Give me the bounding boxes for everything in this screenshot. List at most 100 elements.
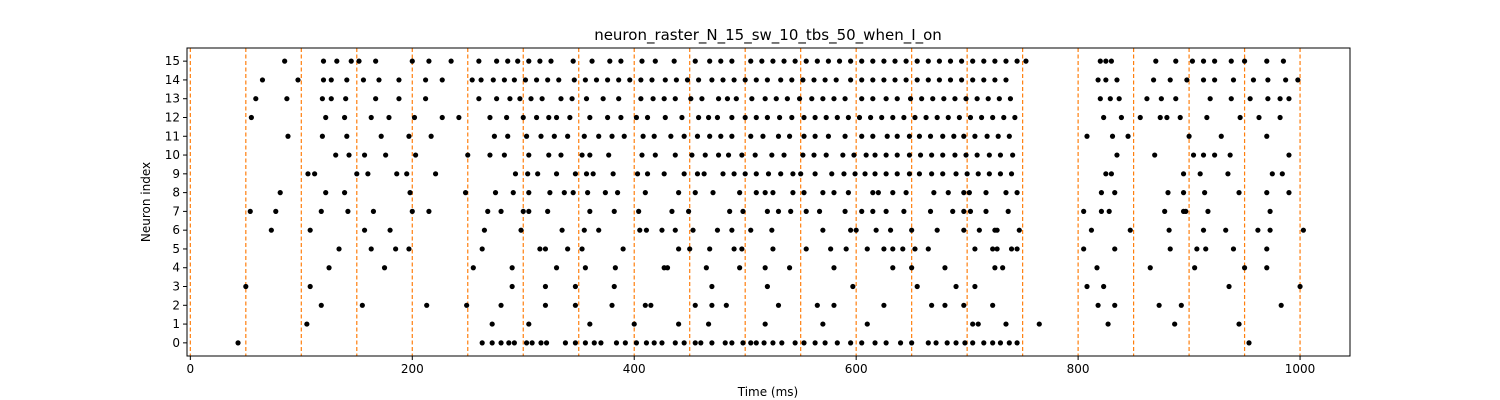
spike-n1-11 [975,321,981,327]
spike-n4-16 [942,265,948,271]
spike-n15-20 [639,58,645,64]
spike-n15-42 [914,58,920,64]
spike-n14-37 [778,77,784,83]
spike-n9-30 [829,171,835,177]
spike-n8-2 [341,190,348,196]
spike-n2-14 [814,302,820,308]
spike-n7-20 [775,208,782,214]
spike-n14-67 [1250,77,1257,83]
spike-n9-42 [964,171,970,177]
spike-n14-28 [673,77,679,83]
spike-n8-13 [614,190,621,196]
spike-n5-30 [1081,246,1087,252]
spike-n1-7 [762,321,768,327]
y-tick-label-2: 2 [172,298,180,312]
spike-n15-27 [748,58,754,64]
spike-n6-9 [637,227,643,233]
spike-n14-39 [800,77,806,83]
spike-n11-17 [651,133,657,139]
spike-n9-31 [841,171,847,177]
spike-n0-46 [933,340,939,346]
spike-n12-9 [504,114,510,121]
spike-n11-4 [406,133,412,139]
spike-n11-35 [894,133,900,139]
spike-n6-12 [672,227,678,233]
spike-n15-41 [903,58,909,64]
spike-n15-61 [1228,58,1234,64]
spike-n14-68 [1265,77,1271,83]
spike-n9-13 [590,171,596,177]
spike-n9-48 [1108,171,1115,177]
spike-n9-46 [1008,171,1015,177]
spike-n0-53 [997,340,1004,346]
spike-n7-7 [485,208,491,214]
spike-n6-14 [714,227,721,233]
spike-n13-20 [650,96,656,102]
spike-n12-53 [1137,114,1143,121]
spike-n0-1 [479,340,485,346]
spike-n4-18 [1000,265,1006,271]
spike-n10-23 [769,152,775,158]
spike-n0-3 [498,340,504,346]
spike-n4-13 [831,265,837,271]
spike-n0-30 [753,340,759,346]
spike-n13-40 [894,96,900,102]
spike-n14-32 [720,77,726,83]
spike-n14-70 [1295,77,1301,83]
spike-n0-56 [1246,340,1252,346]
spike-n13-8 [476,96,482,102]
spike-n0-52 [990,340,996,346]
spike-n2-11 [709,302,715,308]
spike-n12-3 [368,114,374,121]
spike-n3-4 [572,283,579,290]
spike-n8-14 [642,190,648,196]
spike-n12-26 [742,114,748,121]
y-tick-label-0: 0 [172,336,180,350]
spike-n9-26 [778,171,784,177]
spike-n13-12 [528,96,534,102]
spike-n14-19 [571,77,577,83]
spike-n13-34 [820,96,826,102]
spike-n8-25 [831,190,837,196]
spike-n15-15 [548,58,554,64]
spike-n3-5 [611,283,617,290]
spike-n12-60 [1277,114,1283,121]
spike-n2-0 [318,302,324,308]
spike-n0-17 [633,340,640,346]
spike-n6-26 [976,227,982,233]
spike-n9-35 [883,171,889,177]
spike-n6-30 [1088,227,1095,233]
spike-n14-61 [1150,77,1157,83]
spike-n15-25 [718,58,724,64]
spike-n14-27 [662,77,668,83]
spike-n10-42 [997,152,1004,158]
spike-n2-8 [642,302,648,308]
spike-n15-47 [970,58,976,64]
spike-n15-0 [282,58,288,64]
spike-n8-3 [407,190,413,196]
spike-n5-20 [881,246,887,252]
spike-n5-14 [739,246,745,252]
spike-n11-24 [748,133,754,139]
spike-n12-58 [1237,114,1243,121]
spike-n9-15 [634,171,641,177]
y-tick-label-7: 7 [172,204,180,218]
spike-n5-5 [537,246,543,252]
spike-n13-23 [688,96,694,102]
spike-n6-21 [873,227,879,233]
spike-n0-39 [848,340,854,346]
spike-n2-18 [942,302,948,308]
spike-n14-15 [522,77,529,83]
spike-n15-55 [1108,58,1115,64]
spike-n10-6 [487,152,493,158]
spike-n10-19 [715,152,722,158]
spike-n6-28 [994,227,1000,233]
spike-n10-50 [1286,152,1292,158]
spike-n15-50 [1003,58,1009,64]
spike-n12-2 [341,114,348,121]
spike-n0-26 [722,340,728,346]
spike-n1-14 [1105,321,1111,327]
spike-n2-5 [542,302,549,308]
spike-n12-14 [567,114,573,121]
spike-n13-10 [507,96,513,102]
